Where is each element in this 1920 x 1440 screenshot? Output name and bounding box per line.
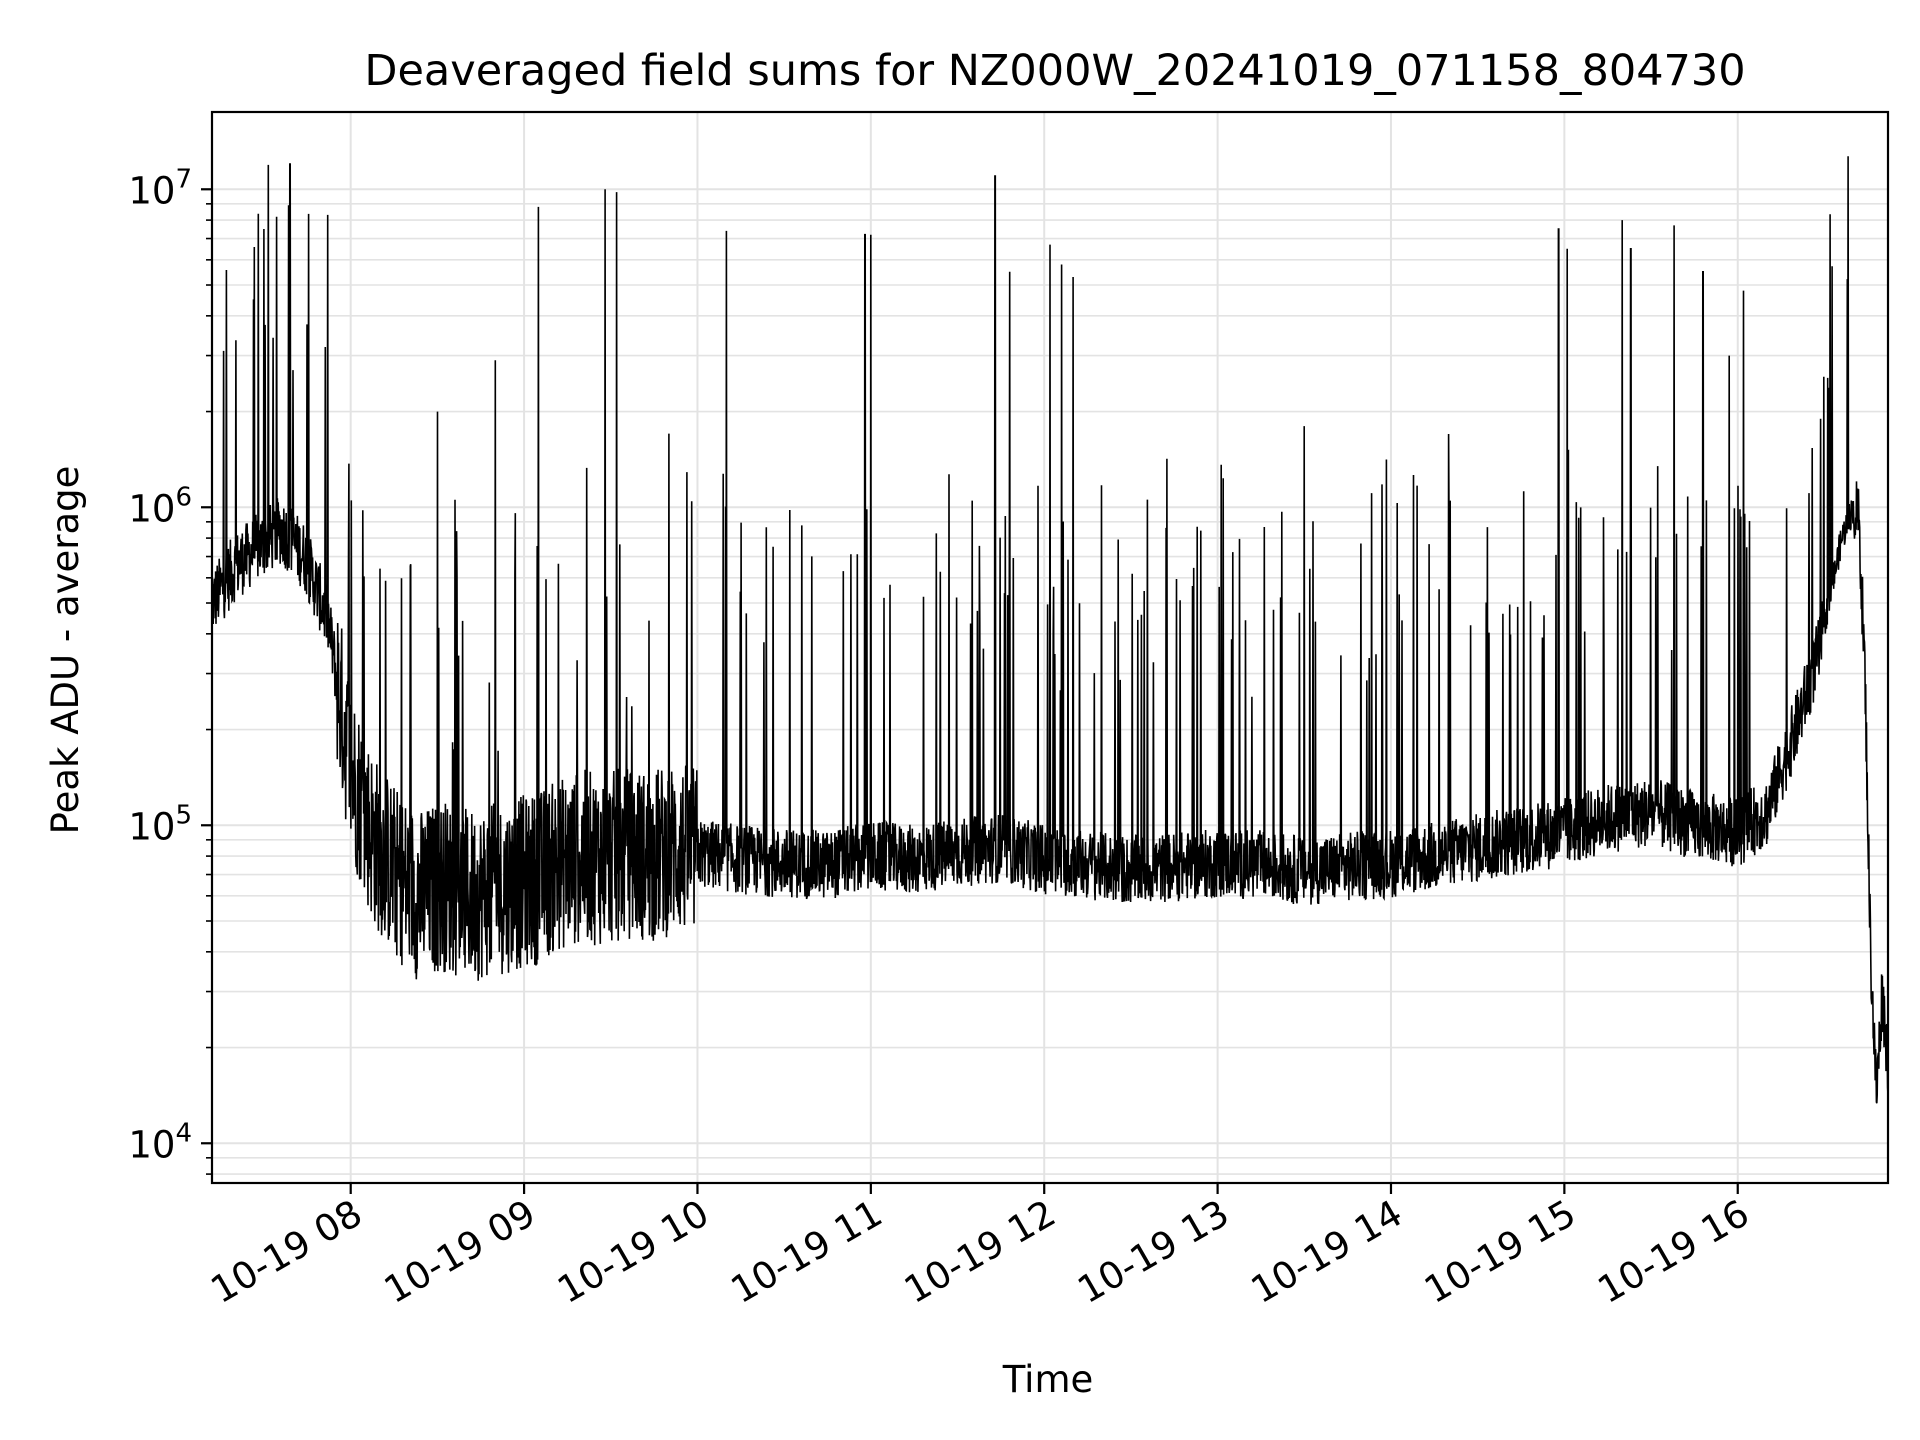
- x-tick-label: 10-19 14: [1244, 1192, 1410, 1312]
- x-tick-label: 10-19 11: [724, 1192, 890, 1312]
- y-tick-label: 105: [128, 800, 192, 848]
- x-axis: 10-19 08 10-19 09 10-19 10 10-19 11 10-19 12…: [204, 1183, 1757, 1312]
- x-tick-label: 10-19 12: [897, 1192, 1063, 1312]
- x-tick-label: 10-19 16: [1591, 1192, 1757, 1312]
- x-axis-label: Time: [1002, 1358, 1094, 1401]
- y-tick-label: 107: [128, 164, 192, 212]
- x-tick-label: 10-19 08: [204, 1192, 370, 1312]
- x-tick-label: 10-19 10: [550, 1192, 716, 1312]
- x-tick-label: 10-19 15: [1417, 1192, 1583, 1312]
- chart-title: Deaveraged field sums for NZ000W_2024101…: [364, 46, 1745, 96]
- y-axis: 104 105 106 107: [128, 164, 212, 1175]
- y-axis-label: Peak ADU - average: [44, 466, 87, 835]
- series-line: [211, 156, 1889, 1104]
- x-tick-label: 10-19 13: [1071, 1192, 1237, 1312]
- y-tick-label: 104: [128, 1118, 192, 1166]
- axes-frame: [210, 110, 1890, 1185]
- x-tick-label: 10-19 09: [377, 1192, 543, 1312]
- y-tick-label: 106: [128, 482, 192, 530]
- plot-area: [211, 156, 1889, 1104]
